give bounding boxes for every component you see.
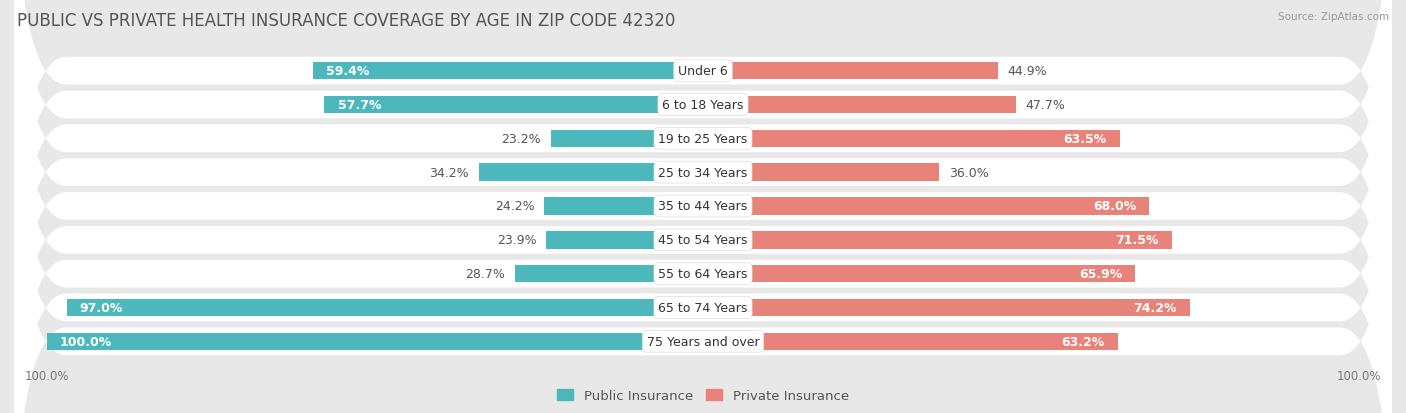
- Text: 97.0%: 97.0%: [80, 301, 124, 314]
- FancyBboxPatch shape: [14, 0, 1392, 413]
- Bar: [703, 333, 1118, 350]
- Bar: [515, 265, 703, 283]
- Text: 59.4%: 59.4%: [326, 65, 370, 78]
- Bar: [703, 63, 998, 80]
- Text: 23.2%: 23.2%: [502, 133, 541, 145]
- Text: 23.9%: 23.9%: [496, 234, 536, 247]
- Bar: [314, 63, 703, 80]
- Legend: Public Insurance, Private Insurance: Public Insurance, Private Insurance: [553, 384, 853, 407]
- FancyBboxPatch shape: [14, 0, 1392, 395]
- Text: Under 6: Under 6: [678, 65, 728, 78]
- Text: 45 to 54 Years: 45 to 54 Years: [658, 234, 748, 247]
- Text: 47.7%: 47.7%: [1026, 99, 1066, 112]
- FancyBboxPatch shape: [14, 18, 1392, 413]
- Text: 35 to 44 Years: 35 to 44 Years: [658, 200, 748, 213]
- FancyBboxPatch shape: [14, 0, 1392, 328]
- Bar: [325, 97, 703, 114]
- Text: 55 to 64 Years: 55 to 64 Years: [658, 268, 748, 280]
- Text: 57.7%: 57.7%: [337, 99, 381, 112]
- Text: PUBLIC VS PRIVATE HEALTH INSURANCE COVERAGE BY AGE IN ZIP CODE 42320: PUBLIC VS PRIVATE HEALTH INSURANCE COVER…: [17, 12, 675, 30]
- Text: 63.2%: 63.2%: [1062, 335, 1105, 348]
- Text: 74.2%: 74.2%: [1133, 301, 1177, 314]
- Bar: [66, 299, 703, 316]
- Bar: [546, 231, 703, 249]
- FancyBboxPatch shape: [14, 0, 1392, 413]
- Text: 6 to 18 Years: 6 to 18 Years: [662, 99, 744, 112]
- FancyBboxPatch shape: [14, 0, 1392, 361]
- Bar: [551, 130, 703, 148]
- Text: 65 to 74 Years: 65 to 74 Years: [658, 301, 748, 314]
- Text: 34.2%: 34.2%: [429, 166, 468, 179]
- Bar: [544, 198, 703, 215]
- Text: Source: ZipAtlas.com: Source: ZipAtlas.com: [1278, 12, 1389, 22]
- Text: 36.0%: 36.0%: [949, 166, 988, 179]
- Bar: [478, 164, 703, 182]
- Text: 44.9%: 44.9%: [1008, 65, 1047, 78]
- Bar: [703, 198, 1149, 215]
- Bar: [46, 333, 703, 350]
- Text: 65.9%: 65.9%: [1078, 268, 1122, 280]
- Bar: [703, 299, 1189, 316]
- Bar: [703, 164, 939, 182]
- Bar: [703, 130, 1119, 148]
- Text: 75 Years and over: 75 Years and over: [647, 335, 759, 348]
- Bar: [703, 97, 1017, 114]
- FancyBboxPatch shape: [14, 85, 1392, 413]
- Text: 71.5%: 71.5%: [1115, 234, 1159, 247]
- Text: 25 to 34 Years: 25 to 34 Years: [658, 166, 748, 179]
- Text: 63.5%: 63.5%: [1063, 133, 1107, 145]
- Text: 19 to 25 Years: 19 to 25 Years: [658, 133, 748, 145]
- Text: 100.0%: 100.0%: [60, 335, 112, 348]
- Text: 28.7%: 28.7%: [465, 268, 505, 280]
- Bar: [703, 231, 1173, 249]
- FancyBboxPatch shape: [14, 0, 1392, 413]
- FancyBboxPatch shape: [14, 52, 1392, 413]
- Text: 68.0%: 68.0%: [1092, 200, 1136, 213]
- Bar: [703, 265, 1136, 283]
- Text: 24.2%: 24.2%: [495, 200, 534, 213]
